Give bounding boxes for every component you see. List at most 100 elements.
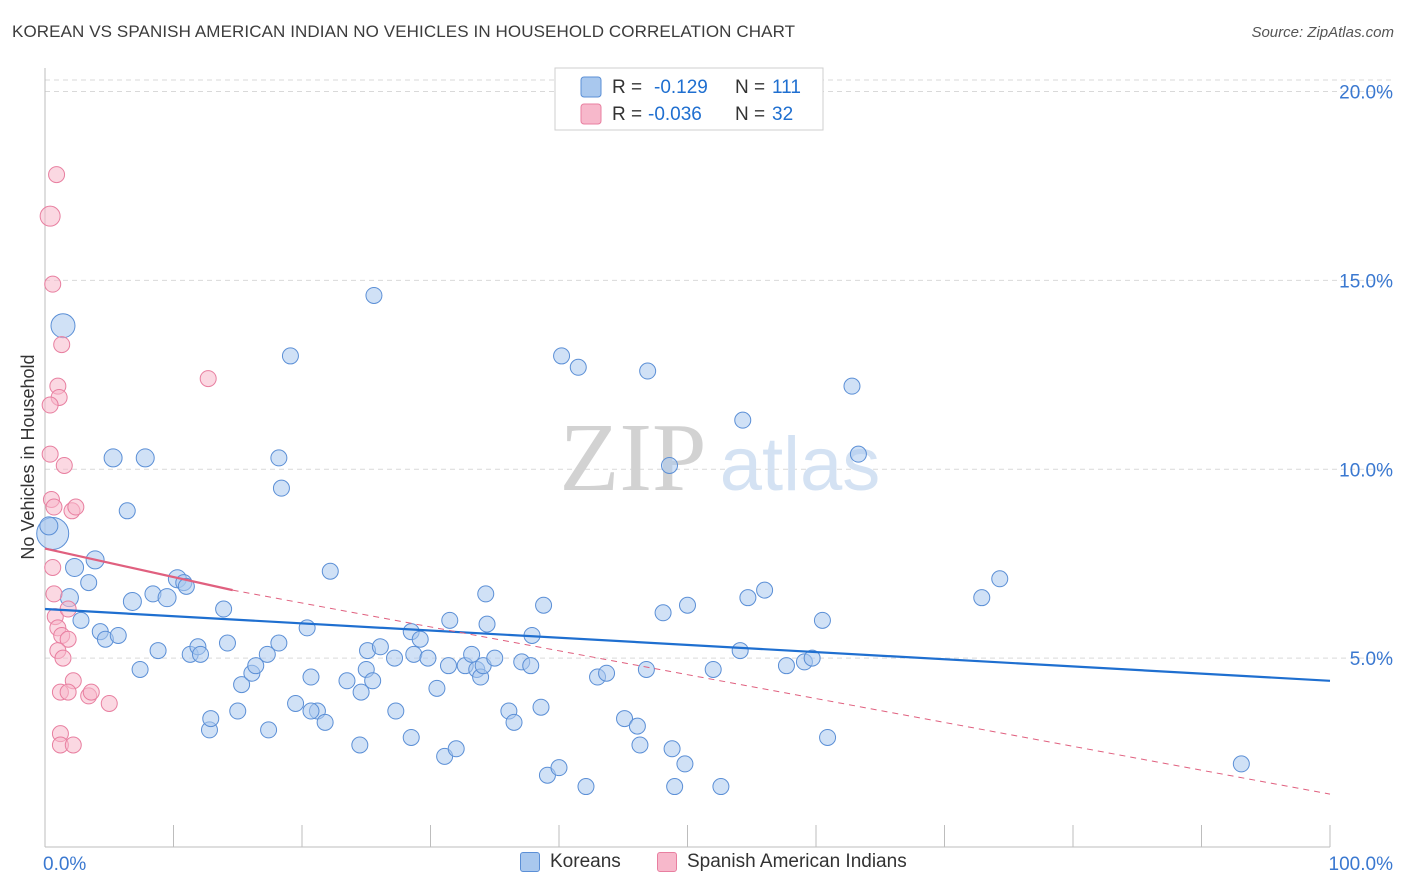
y-tick-label: 10.0% [1339, 460, 1393, 481]
y-tick-label: 20.0% [1339, 83, 1393, 104]
point-koreans [849, 445, 867, 463]
legend-item-spanish[interactable]: Spanish American Indians [657, 851, 907, 873]
point-koreans [371, 638, 389, 656]
point-spanish [59, 630, 77, 648]
trend-line-spanish [44, 547, 233, 592]
point-koreans [191, 645, 209, 663]
legend-r-label-koreans: R = [612, 77, 642, 98]
point-koreans [704, 660, 722, 678]
point-spanish [39, 205, 61, 227]
point-koreans [598, 664, 616, 682]
point-koreans [532, 698, 550, 716]
point-koreans [973, 589, 991, 607]
point-koreans [577, 778, 595, 796]
point-koreans [463, 645, 481, 663]
point-spanish [45, 498, 63, 516]
trend-line-koreans [44, 607, 1331, 682]
series-koreans [36, 286, 1250, 796]
point-koreans [338, 672, 356, 690]
series-spanish-american-indians [39, 166, 217, 754]
point-koreans [260, 721, 278, 739]
point-koreans [478, 615, 496, 633]
point-koreans [676, 755, 694, 773]
point-koreans [80, 574, 98, 592]
point-koreans [819, 728, 837, 746]
legend-r-label-spanish: R = [612, 104, 642, 125]
point-koreans [419, 649, 437, 667]
point-spanish [64, 736, 82, 754]
point-spanish [45, 585, 63, 603]
point-koreans [287, 694, 305, 712]
point-spanish [44, 558, 62, 576]
y-axis-label: No Vehicles in Household [18, 354, 38, 559]
point-koreans [637, 660, 655, 678]
point-koreans [118, 502, 136, 520]
x-tick-label-min: 0.0% [43, 854, 86, 875]
point-koreans [122, 591, 142, 611]
point-koreans [157, 588, 177, 608]
point-koreans [321, 562, 339, 580]
legend-swatch-spanish [580, 103, 602, 125]
point-spanish [54, 649, 72, 667]
point-koreans [270, 634, 288, 652]
legend-item-koreans[interactable]: Koreans [520, 851, 621, 873]
point-koreans [218, 634, 236, 652]
trend-line-spanish-extended [232, 589, 1331, 795]
point-koreans [486, 649, 504, 667]
point-koreans [813, 611, 831, 629]
legend-top: R = -0.129 N = 111 R = -0.036 N = 32 [554, 67, 824, 131]
point-koreans [352, 683, 370, 701]
axis-labels: 5.0% 10.0% 15.0% 20.0% 0.0% 100.0% No Vehicles… [18, 83, 1393, 875]
point-koreans [550, 759, 568, 777]
legend-n-label-spanish: N = [735, 104, 765, 125]
grid-lines [45, 79, 1392, 659]
legend-bottom: Koreans Spanish American Indians [0, 851, 1406, 877]
point-koreans [50, 313, 76, 339]
point-koreans [109, 626, 127, 644]
legend-r-value-koreans: -0.129 [654, 77, 708, 98]
point-koreans [405, 645, 423, 663]
point-spanish [59, 683, 77, 701]
point-koreans [477, 585, 495, 603]
point-spanish [41, 445, 59, 463]
point-spanish [41, 396, 59, 414]
point-koreans [233, 676, 251, 694]
watermark-zip: ZIP [560, 404, 707, 512]
point-koreans [535, 596, 553, 614]
point-koreans [365, 286, 383, 304]
point-koreans [661, 456, 679, 474]
point-koreans [131, 660, 149, 678]
watermark-atlas: atlas [720, 422, 881, 507]
point-koreans [316, 713, 334, 731]
point-spanish [82, 683, 100, 701]
watermark: ZIP atlas [560, 404, 881, 512]
point-koreans [639, 362, 657, 380]
y-tick-label: 15.0% [1339, 271, 1393, 292]
point-koreans [272, 479, 290, 497]
point-koreans [103, 448, 123, 468]
legend-n-value-spanish: 32 [772, 104, 793, 125]
legend-label-spanish: Spanish American Indians [687, 851, 907, 872]
point-koreans [281, 347, 299, 365]
point-koreans [258, 645, 276, 663]
point-spanish [199, 370, 217, 388]
point-koreans [505, 713, 523, 731]
legend-swatch-koreans [580, 76, 602, 98]
point-koreans [991, 570, 1009, 588]
point-koreans [351, 736, 369, 754]
point-koreans [65, 557, 85, 577]
point-koreans [569, 358, 587, 376]
point-koreans [628, 717, 646, 735]
legend-n-value-koreans: 111 [772, 77, 801, 98]
point-koreans [177, 577, 195, 595]
point-spanish [55, 456, 73, 474]
legend-n-label-koreans: N = [735, 77, 765, 98]
legend-r-value-spanish: -0.036 [648, 104, 702, 125]
point-koreans [739, 589, 757, 607]
trend-lines [44, 547, 1331, 795]
x-tick-label-max: 100.0% [1329, 854, 1394, 875]
point-koreans [616, 710, 634, 728]
point-spanish [67, 498, 85, 516]
point-koreans [364, 672, 382, 690]
